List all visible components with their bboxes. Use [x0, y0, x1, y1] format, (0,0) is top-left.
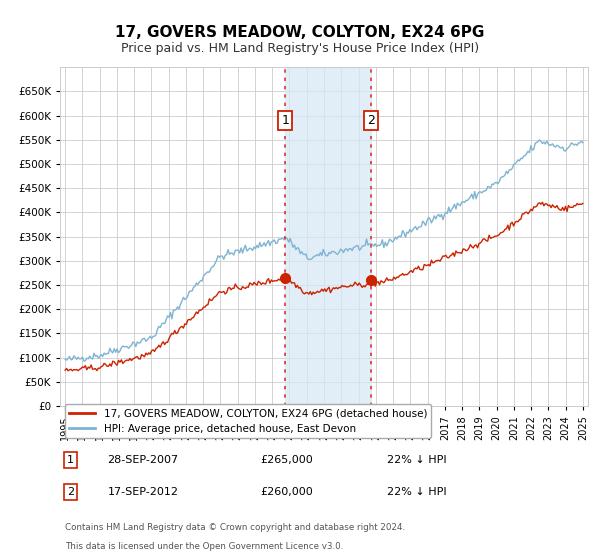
Text: 2: 2 [367, 114, 375, 127]
Text: 1: 1 [281, 114, 289, 127]
Text: 22% ↓ HPI: 22% ↓ HPI [388, 455, 447, 465]
Text: 28-SEP-2007: 28-SEP-2007 [107, 455, 179, 465]
Text: 2: 2 [67, 487, 74, 497]
Text: Price paid vs. HM Land Registry's House Price Index (HPI): Price paid vs. HM Land Registry's House … [121, 42, 479, 55]
Text: 17, GOVERS MEADOW, COLYTON, EX24 6PG: 17, GOVERS MEADOW, COLYTON, EX24 6PG [115, 25, 485, 40]
Legend: 17, GOVERS MEADOW, COLYTON, EX24 6PG (detached house), HPI: Average price, detac: 17, GOVERS MEADOW, COLYTON, EX24 6PG (de… [65, 404, 431, 438]
Text: £265,000: £265,000 [260, 455, 313, 465]
Text: £260,000: £260,000 [260, 487, 313, 497]
Text: Contains HM Land Registry data © Crown copyright and database right 2024.: Contains HM Land Registry data © Crown c… [65, 523, 406, 532]
Text: 17-SEP-2012: 17-SEP-2012 [107, 487, 179, 497]
Text: 1: 1 [67, 455, 74, 465]
Text: This data is licensed under the Open Government Licence v3.0.: This data is licensed under the Open Gov… [65, 542, 344, 550]
Text: 22% ↓ HPI: 22% ↓ HPI [388, 487, 447, 497]
Bar [285, 67, 371, 406]
